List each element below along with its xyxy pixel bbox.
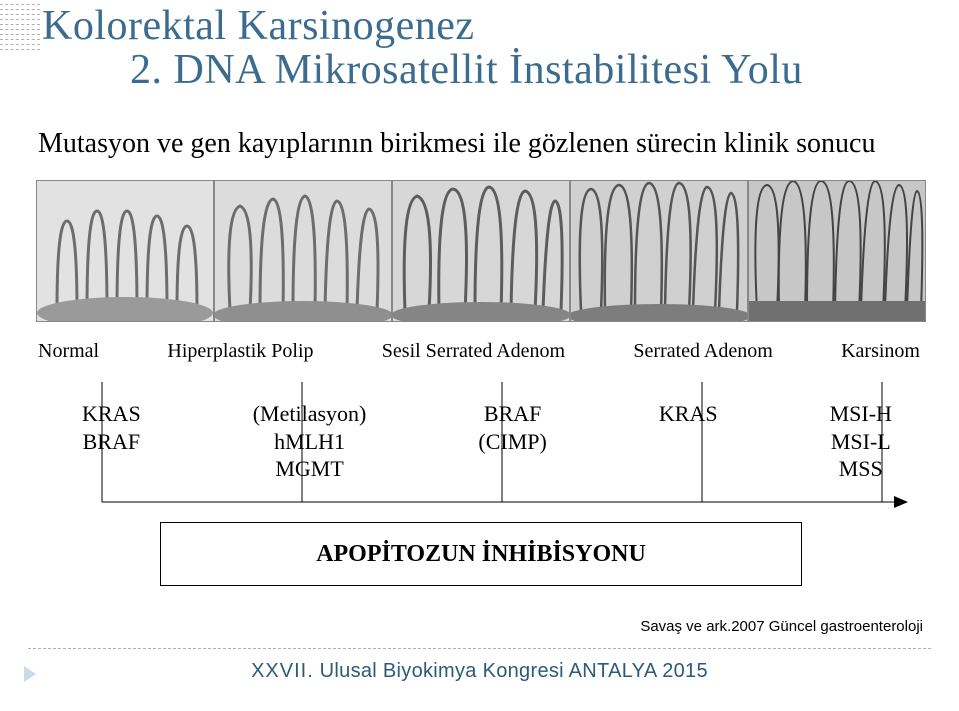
- gene-col: (Metilasyon) hMLH1 MGMT: [253, 400, 367, 483]
- apoptosis-text: APOPİTOZUN İNHİBİSYONU: [316, 541, 646, 568]
- stage-label: Hiperplastik Polip: [167, 340, 313, 363]
- gene-label: hMLH1: [274, 428, 345, 456]
- gene-label: KRAS: [659, 400, 718, 428]
- histology-panel-hyperplastic: [214, 180, 392, 322]
- title-line2: 2. DNA Mikrosatellit İnstabilitesi Yolu: [130, 46, 803, 94]
- histology-svg: [571, 181, 747, 321]
- gene-label: MSI-H: [830, 400, 892, 428]
- gene-col: MSI-H MSI-L MSS: [830, 400, 892, 483]
- gene-label: BRAF: [83, 428, 140, 456]
- stage-label: Karsinom: [841, 340, 920, 363]
- gene-col: BRAF (CIMP): [478, 400, 546, 483]
- histology-svg: [215, 181, 391, 321]
- histology-row: [36, 180, 926, 322]
- footer-rule: [28, 648, 931, 649]
- title-line1: Kolorektal Karsinogenez: [42, 2, 803, 50]
- corner-rules: [0, 0, 40, 50]
- gene-label: MSI-L: [831, 428, 891, 456]
- histology-svg: [37, 181, 213, 321]
- histology-panel-normal: [36, 180, 214, 322]
- stage-label: Serrated Adenom: [633, 340, 772, 363]
- histology-svg: [749, 181, 925, 321]
- citation-text: Savaş ve ark.2007 Güncel gastroenteroloj…: [640, 618, 923, 635]
- apoptosis-box: APOPİTOZUN İNHİBİSYONU: [160, 522, 802, 586]
- stage-label: Normal: [38, 340, 99, 363]
- gene-col: KRAS BRAF: [82, 400, 141, 483]
- subtitle-text: Mutasyon ve gen kayıplarının birikmesi i…: [38, 128, 875, 160]
- gene-label: (CIMP): [478, 428, 546, 456]
- histology-svg: [393, 181, 569, 321]
- gene-label: (Metilasyon): [253, 400, 367, 428]
- gene-label: KRAS: [82, 400, 141, 428]
- footer-roman: XXVII.: [251, 660, 314, 682]
- title-block: Kolorektal Karsinogenez 2. DNA Mikrosate…: [42, 2, 803, 94]
- gene-label: BRAF: [484, 400, 541, 428]
- histology-panel-serrated: [570, 180, 748, 322]
- histology-panel-ssa: [392, 180, 570, 322]
- footer-rest: Ulusal Biyokimya Kongresi ANTALYA 2015: [314, 660, 708, 682]
- histology-panel-carcinoma: [748, 180, 926, 322]
- stage-labels-row: Normal Hiperplastik Polip Sesil Serrated…: [38, 340, 920, 363]
- stage-label: Sesil Serrated Adenom: [382, 340, 565, 363]
- footer-text: XXVII. Ulusal Biyokimya Kongresi ANTALYA…: [0, 660, 959, 683]
- gene-label: MGMT: [275, 455, 343, 483]
- gene-columns-row: KRAS BRAF (Metilasyon) hMLH1 MGMT BRAF (…: [82, 400, 892, 483]
- gene-label: MSS: [839, 455, 883, 483]
- gene-col: KRAS: [659, 400, 718, 483]
- slide-root: Kolorektal Karsinogenez 2. DNA Mikrosate…: [0, 0, 959, 711]
